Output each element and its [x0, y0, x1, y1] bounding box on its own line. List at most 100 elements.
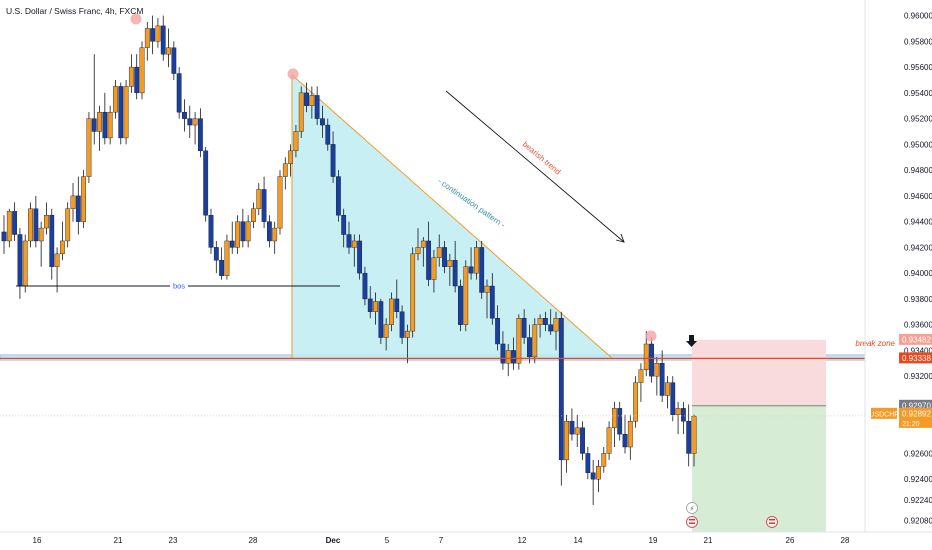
candle-body	[59, 240, 65, 255]
candle-body	[102, 111, 108, 139]
chart-title: U.S. Dollar / Swiss Franc, 4h, FXCM	[6, 6, 144, 16]
candle-body	[86, 118, 92, 177]
price-tick-label: 0.92600	[904, 449, 932, 458]
candle-body	[542, 318, 548, 325]
price-tick-label: 0.93600	[904, 321, 932, 330]
candle-body	[617, 408, 623, 435]
time-tick-label: 26	[786, 536, 795, 545]
candle-body	[256, 189, 262, 209]
price-tick-label: 0.95200	[904, 115, 932, 124]
symbol-badge	[871, 407, 897, 419]
candle-body	[304, 92, 309, 106]
candle-body	[346, 234, 352, 248]
bos-label-bg	[170, 280, 188, 291]
candle-body	[245, 221, 251, 242]
candle-body	[643, 343, 649, 370]
candle-body	[75, 195, 81, 222]
price-tick-label: 0.95400	[904, 89, 932, 98]
price-tag-value: 0.92970	[902, 401, 931, 410]
candle-body	[558, 318, 564, 461]
price-axis[interactable]: 0.96000 0.95800 0.95600 0.95400 0.95200 0.950…	[864, 0, 932, 532]
time-axis[interactable]: 16 21 23 28 Dec 5 7 12 14 19 21 26 28	[0, 531, 932, 545]
price-tick-label: 0.92240	[904, 496, 932, 505]
candle-body	[665, 382, 670, 396]
price-tick-label: 0.95000	[904, 140, 932, 149]
flag-stripe	[689, 519, 695, 521]
candle-body	[580, 427, 585, 454]
candle-body	[553, 318, 559, 332]
stop-loss-zone	[692, 339, 826, 406]
candle-body	[28, 208, 33, 242]
bearish-arrow-head	[615, 233, 625, 243]
candle-body	[224, 240, 230, 276]
candle-body	[6, 211, 12, 242]
candle-body	[420, 240, 426, 248]
candle-body	[585, 453, 591, 473]
candle-body	[229, 240, 235, 248]
entry-marker-stem	[689, 335, 694, 342]
flag-stripe	[769, 519, 775, 521]
candle-body	[213, 247, 219, 261]
candle-body	[97, 111, 102, 132]
candle-body	[489, 285, 495, 319]
candle-body	[611, 408, 617, 428]
candle-body	[107, 111, 113, 139]
price-tick-label: 0.93200	[904, 372, 932, 381]
candle-body	[410, 253, 416, 332]
candle-body	[463, 266, 469, 325]
time-tick-label: 28	[841, 536, 850, 545]
candle-body	[288, 150, 294, 164]
candle-body	[633, 382, 639, 422]
candles-layer	[1, 15, 697, 505]
pivot-marker	[130, 13, 142, 25]
candle-body	[394, 298, 400, 312]
candle-body	[261, 189, 267, 222]
price-tick-label: 0.95600	[904, 63, 932, 72]
candle-body	[219, 260, 225, 276]
candle-body	[447, 260, 453, 267]
time-tick-label: 21	[114, 536, 123, 545]
candle-body	[38, 227, 44, 242]
candle-body	[134, 66, 140, 94]
break-zone-label: break zone	[855, 339, 895, 348]
candle-body	[282, 163, 288, 177]
candle-body	[1, 231, 7, 242]
candle-body	[680, 408, 686, 422]
candle-body	[569, 421, 575, 435]
candle-body	[537, 318, 543, 325]
candle-body	[511, 350, 516, 364]
candle-body	[399, 311, 405, 338]
candle-body	[649, 343, 654, 377]
price-tick-label: 0.92400	[904, 475, 932, 484]
price-tag	[899, 399, 932, 411]
candle-body	[442, 247, 447, 267]
price-tick-label: 0.96000	[904, 12, 932, 21]
candle-body	[277, 176, 283, 229]
bos-label: bos	[173, 282, 185, 291]
candle-body	[118, 86, 124, 139]
candle-body	[389, 298, 394, 325]
candle-body	[373, 301, 378, 312]
entry-marker-icon	[686, 341, 697, 347]
flag-stripe	[689, 522, 695, 524]
candle-body	[351, 240, 357, 248]
candle-body	[404, 330, 410, 338]
triangle-upper-line	[291, 74, 613, 359]
candle-body	[203, 150, 209, 216]
candle-body	[479, 247, 485, 293]
candle-body	[659, 363, 665, 396]
price-tick-label: 0.95800	[904, 37, 932, 46]
candle-body	[139, 47, 145, 94]
candle-body	[357, 240, 363, 274]
candle-body	[166, 47, 171, 55]
price-tag	[899, 333, 932, 345]
candle-body	[54, 253, 60, 267]
bearish-arrow-line	[445, 90, 625, 243]
candle-body	[500, 343, 506, 364]
candle-body	[266, 221, 272, 242]
candle-body	[49, 214, 55, 267]
candle-body	[654, 363, 660, 377]
pivot-marker	[287, 68, 299, 80]
time-tick-label: 7	[439, 536, 444, 545]
